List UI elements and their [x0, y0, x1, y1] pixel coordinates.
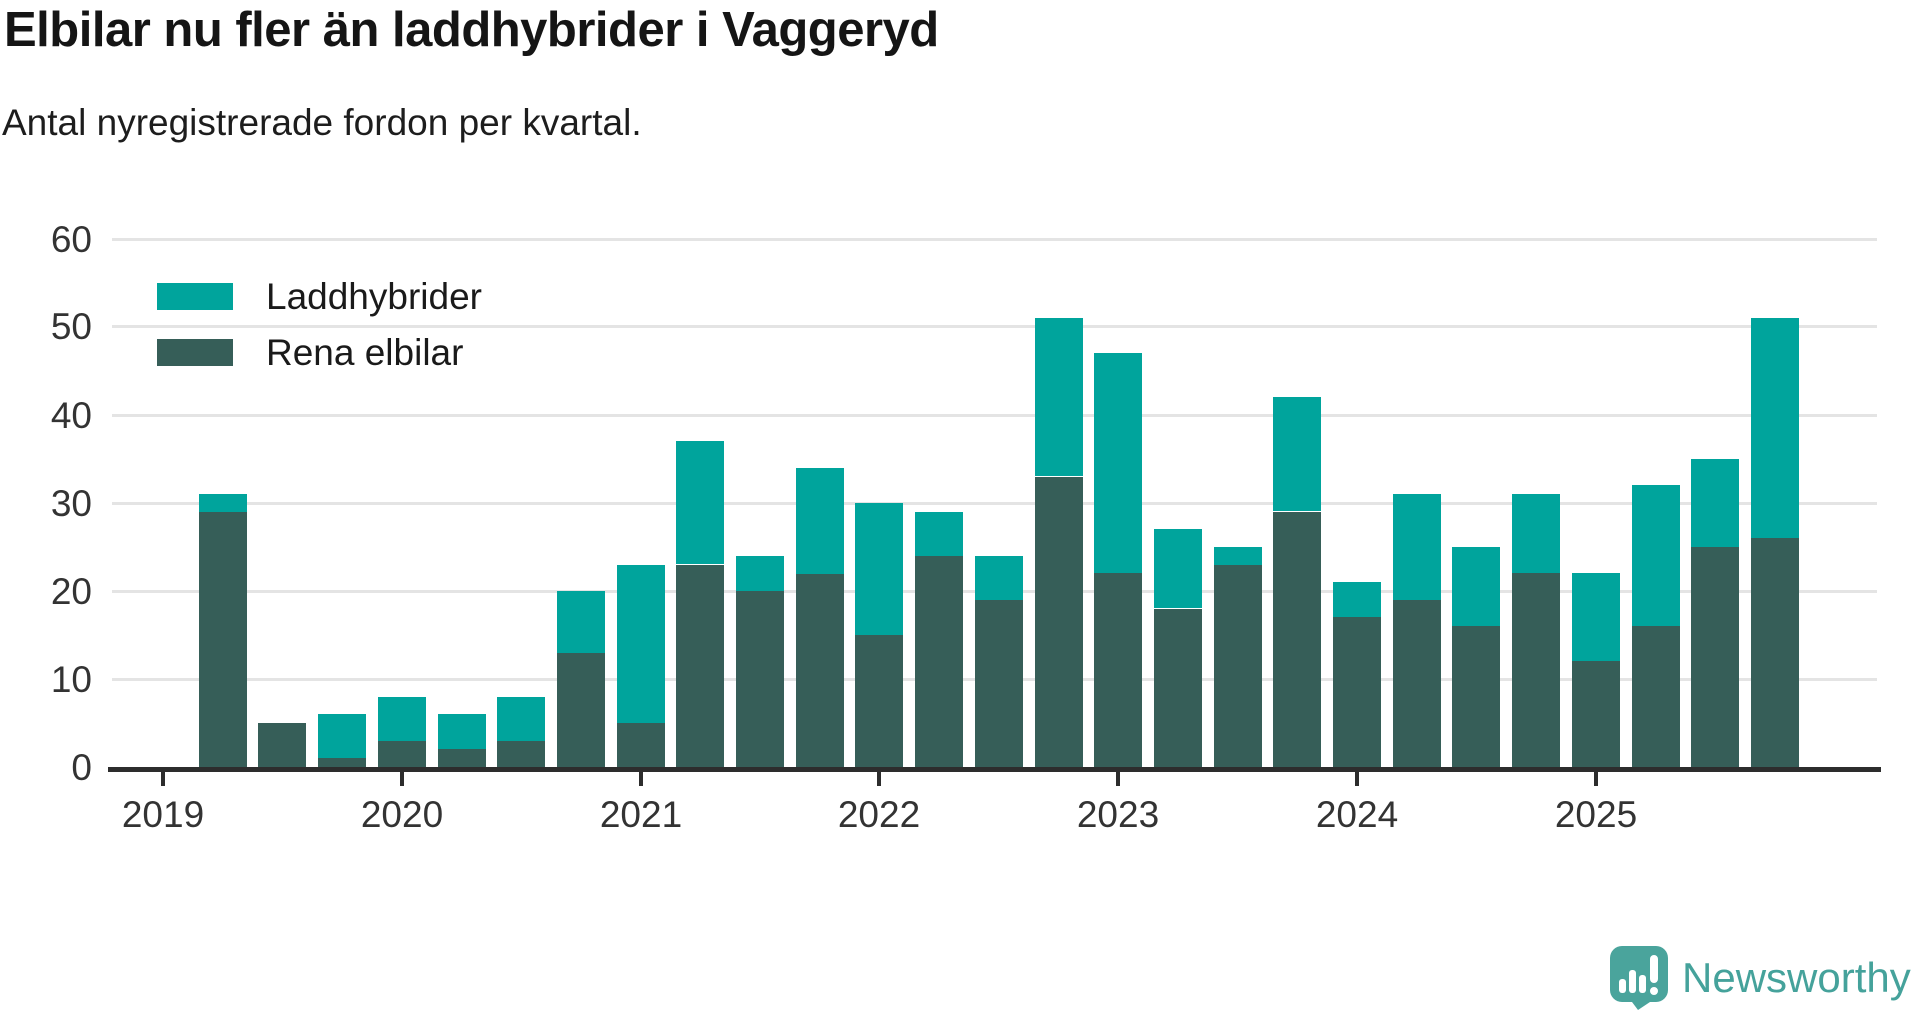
bar-2025-Q3-rena-elbilar — [1691, 547, 1739, 767]
x-axis-label-2020: 2020 — [360, 794, 444, 835]
y-axis-label-50: 50 — [50, 306, 92, 347]
bar-2025-Q4-laddhybrider — [1751, 318, 1799, 538]
bar-2021-Q3-laddhybrider — [736, 556, 784, 591]
bar-2024-Q4-laddhybrider — [1512, 494, 1560, 573]
bar-2023-Q1-laddhybrider — [1094, 353, 1142, 573]
bar-2024-Q1-laddhybrider — [1333, 582, 1381, 617]
bar-2020-Q4-laddhybrider — [557, 591, 605, 653]
y-axis-label-30: 30 — [50, 483, 92, 524]
bar-2023-Q4-rena-elbilar — [1273, 512, 1321, 767]
bar-2021-Q2-rena-elbilar — [676, 565, 724, 767]
bar-2024-Q3-rena-elbilar — [1452, 626, 1500, 767]
x-axis-tick-2023 — [1116, 772, 1120, 786]
bar-2021-Q4-laddhybrider — [796, 468, 844, 574]
gridline-60 — [112, 238, 1877, 241]
bar-2019-Q4-rena-elbilar — [318, 758, 366, 767]
bar-2020-Q4-rena-elbilar — [557, 653, 605, 767]
gridline-40 — [112, 414, 1877, 417]
gridline-50 — [112, 325, 1877, 328]
bar-2023-Q2-laddhybrider — [1154, 529, 1202, 608]
bar-2024-Q4-rena-elbilar — [1512, 573, 1560, 767]
x-axis-label-2023: 2023 — [1076, 794, 1160, 835]
newsworthy-logo: Newsworthy — [1610, 946, 1911, 1010]
legend-item-laddhybrider: Laddhybrider — [157, 276, 482, 317]
bar-2019-Q2-rena-elbilar — [199, 512, 247, 767]
newsworthy-bars-exclamation-bubble-icon — [1610, 946, 1668, 1010]
y-axis-label-60: 60 — [50, 219, 92, 260]
bar-2021-Q4-rena-elbilar — [796, 573, 844, 767]
y-axis-label-40: 40 — [50, 395, 92, 436]
bar-2019-Q2-laddhybrider — [199, 494, 247, 512]
bar-2025-Q1-rena-elbilar — [1572, 661, 1620, 767]
y-axis-label-20: 20 — [50, 571, 92, 612]
x-axis-tick-2022 — [877, 772, 881, 786]
bar-2020-Q1-rena-elbilar — [378, 741, 426, 767]
bar-2023-Q3-laddhybrider — [1214, 547, 1262, 565]
bar-2025-Q3-laddhybrider — [1691, 459, 1739, 547]
chart-title: Elbilar nu fler än laddhybrider i Vagger… — [4, 3, 939, 57]
bar-2025-Q2-laddhybrider — [1632, 485, 1680, 626]
bar-2023-Q2-rena-elbilar — [1154, 609, 1202, 767]
bar-2025-Q4-rena-elbilar — [1751, 538, 1799, 767]
y-axis-label-0: 0 — [71, 747, 92, 788]
bar-2025-Q1-laddhybrider — [1572, 573, 1620, 661]
bar-2022-Q4-rena-elbilar — [1035, 477, 1083, 767]
x-axis-label-2022: 2022 — [837, 794, 921, 835]
bar-2024-Q1-rena-elbilar — [1333, 617, 1381, 767]
bar-2021-Q3-rena-elbilar — [736, 591, 784, 767]
chart-subtitle: Antal nyregistrerade fordon per kvartal. — [2, 102, 642, 143]
legend-item-rena-elbilar: Rena elbilar — [157, 332, 482, 373]
x-axis-label-2021: 2021 — [599, 794, 683, 835]
bar-2021-Q1-laddhybrider — [617, 565, 665, 723]
bar-2020-Q3-laddhybrider — [497, 697, 545, 741]
legend-swatch-rena-elbilar — [157, 339, 233, 366]
x-axis-tick-2025 — [1594, 772, 1598, 786]
bar-2020-Q2-laddhybrider — [438, 714, 486, 749]
gridline-30 — [112, 502, 1877, 505]
legend-label-rena-elbilar: Rena elbilar — [266, 332, 464, 373]
bar-2020-Q1-laddhybrider — [378, 697, 426, 741]
x-axis-tick-2019 — [161, 772, 165, 786]
bar-2023-Q4-laddhybrider — [1273, 397, 1321, 511]
bar-2021-Q2-laddhybrider — [676, 441, 724, 564]
bar-2020-Q2-rena-elbilar — [438, 749, 486, 767]
x-axis-tick-2024 — [1355, 772, 1359, 786]
legend-label-laddhybrider: Laddhybrider — [266, 276, 482, 317]
x-axis-line — [108, 767, 1881, 772]
legend: Laddhybrider Rena elbilar — [157, 276, 482, 395]
bar-2022-Q1-rena-elbilar — [855, 635, 903, 767]
bar-2020-Q3-rena-elbilar — [497, 741, 545, 767]
x-axis-tick-2021 — [639, 772, 643, 786]
bar-2021-Q1-rena-elbilar — [617, 723, 665, 767]
bar-2022-Q4-laddhybrider — [1035, 318, 1083, 476]
bar-2024-Q2-laddhybrider — [1393, 494, 1441, 600]
newsworthy-logo-text: Newsworthy — [1682, 954, 1911, 1001]
x-axis-label-2019: 2019 — [121, 794, 205, 835]
bar-2022-Q1-laddhybrider — [855, 503, 903, 635]
bar-2022-Q3-laddhybrider — [975, 556, 1023, 600]
x-axis-tick-2020 — [400, 772, 404, 786]
bar-2023-Q1-rena-elbilar — [1094, 573, 1142, 767]
legend-swatch-laddhybrider — [157, 283, 233, 310]
bar-2019-Q4-laddhybrider — [318, 714, 366, 758]
bar-2025-Q2-rena-elbilar — [1632, 626, 1680, 767]
bar-2024-Q2-rena-elbilar — [1393, 600, 1441, 767]
bar-2022-Q2-laddhybrider — [915, 512, 963, 556]
bar-2019-Q3-rena-elbilar — [258, 723, 306, 767]
x-axis-label-2025: 2025 — [1554, 794, 1638, 835]
bar-2022-Q3-rena-elbilar — [975, 600, 1023, 767]
x-axis-label-2024: 2024 — [1315, 794, 1399, 835]
bar-2023-Q3-rena-elbilar — [1214, 565, 1262, 767]
y-axis-label-10: 10 — [50, 659, 92, 700]
bar-2022-Q2-rena-elbilar — [915, 556, 963, 767]
bar-2024-Q3-laddhybrider — [1452, 547, 1500, 626]
